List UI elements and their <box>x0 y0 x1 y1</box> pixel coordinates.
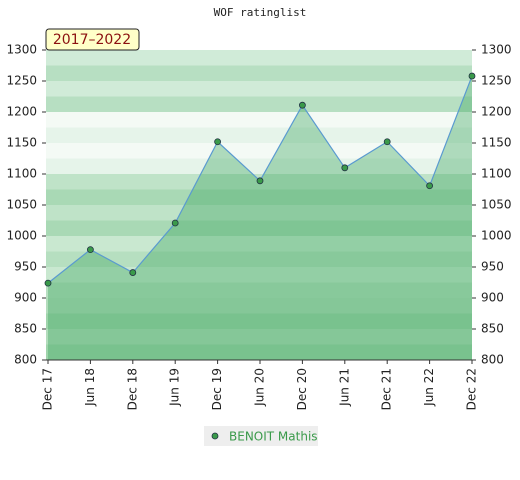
background-band <box>46 251 472 267</box>
legend-label: BENOIT Mathis <box>229 430 318 444</box>
background-band <box>46 298 472 314</box>
y-tick-label: 1150 <box>6 136 37 150</box>
background-band <box>46 282 472 298</box>
y-tick-label: 850 <box>14 322 37 336</box>
y-tick-label: 800 <box>14 353 37 367</box>
point <box>171 219 179 227</box>
y-tick-label: 900 <box>14 291 37 305</box>
y2-tick-label: 800 <box>481 353 504 367</box>
y2-tick-label: 950 <box>481 260 504 274</box>
y-tick-label: 1050 <box>6 198 37 212</box>
y2-tick-label: 900 <box>481 291 504 305</box>
x-tick-label: Dec 22 <box>465 368 479 410</box>
background-band <box>46 329 472 345</box>
background-band <box>46 81 472 97</box>
annotation-box <box>45 28 140 51</box>
background-band <box>46 236 472 252</box>
y2-tick-label: 1050 <box>481 198 512 212</box>
y2-tick-label: 1150 <box>481 136 512 150</box>
x-tick-label: Dec 20 <box>295 368 309 410</box>
y-tick-label: 1300 <box>6 43 37 57</box>
x-tick-label: Jun 20 <box>253 368 267 407</box>
x-tick-label: Dec 17 <box>41 368 55 410</box>
background-band <box>46 112 472 128</box>
background-band <box>46 65 472 81</box>
point <box>214 138 222 146</box>
background-band <box>46 96 472 112</box>
y-tick-label: 1000 <box>6 229 37 243</box>
y-tick-label: 1100 <box>6 167 37 181</box>
point <box>341 164 349 172</box>
y-tick-label: 1200 <box>6 105 37 119</box>
legend <box>204 426 318 446</box>
plot <box>44 72 476 360</box>
y-tick-label: 950 <box>14 260 37 274</box>
plot-background <box>46 50 472 360</box>
background-band <box>46 344 472 360</box>
x-tick-label: Dec 21 <box>380 368 394 410</box>
y2-tick-label: 1000 <box>481 229 512 243</box>
point <box>383 138 391 146</box>
background-band <box>46 158 472 174</box>
point <box>87 246 94 254</box>
background-band <box>46 143 472 159</box>
area <box>48 76 472 360</box>
chart-title: WOF ratinglist <box>214 6 307 19</box>
background-band <box>46 127 472 143</box>
y2-tick-label: 1200 <box>481 105 512 119</box>
y2-tick-label: 1100 <box>481 167 512 181</box>
y-tick-label: 1250 <box>6 74 37 88</box>
background-band <box>46 267 472 283</box>
x-tick-label: Dec 18 <box>125 368 139 410</box>
y2-tick-label: 1300 <box>481 43 512 57</box>
x-tick-label: Jun 18 <box>83 368 97 407</box>
background-band <box>46 313 472 329</box>
x-tick-label: Dec 19 <box>210 368 224 410</box>
background-band <box>46 205 472 221</box>
point <box>298 101 306 109</box>
y2-tick-label: 1250 <box>481 74 512 88</box>
point <box>129 269 137 276</box>
x-tick-label: Jun 19 <box>168 368 182 407</box>
y2-tick-label: 850 <box>481 322 504 336</box>
background-band <box>46 220 472 236</box>
legend-marker <box>211 432 219 440</box>
point <box>256 177 264 185</box>
x-tick-label: Jun 21 <box>337 368 351 407</box>
point <box>44 279 52 287</box>
point <box>426 182 434 190</box>
background-band <box>46 50 472 66</box>
annotation: 2017–2022 <box>53 32 131 48</box>
x-tick-label: Jun 22 <box>422 368 436 407</box>
point <box>468 72 476 80</box>
background-band <box>46 189 472 205</box>
